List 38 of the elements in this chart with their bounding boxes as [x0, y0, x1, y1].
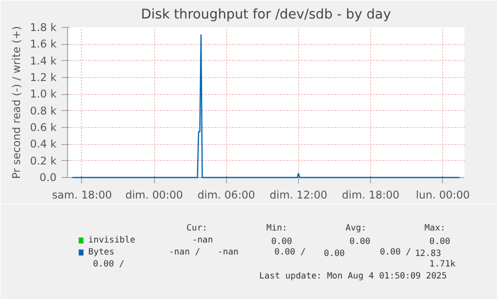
y-tick-label: 1.4 k [30, 54, 58, 68]
text: -nan [192, 236, 213, 246]
x-tick-label: dim. 18:00 [342, 188, 400, 202]
y-tick-label: 0.0 [40, 171, 57, 184]
x-tick-label: lun. 00:00 [416, 188, 470, 202]
chart-title: Disk throughput for /dev/sdb - by day [141, 8, 392, 22]
y-tick-label: 0.4 k [30, 138, 58, 151]
y-tick-label: 0.6 k [30, 121, 58, 134]
text: Avg: [345, 224, 366, 234]
y-tick-label: 1.2 k [30, 71, 58, 84]
line-series [72, 34, 460, 178]
text: 12.83 [414, 249, 442, 259]
text: -nan / [168, 248, 200, 258]
legend-label: invisible [88, 236, 136, 246]
x-tick-label: dim. 00:00 [125, 188, 184, 202]
text: Cur: [186, 224, 208, 234]
text: 0.00 [429, 237, 450, 247]
text: -nan [218, 248, 239, 258]
x-tick-label: dim. 12:00 [270, 188, 328, 202]
y-axis-title: Pr second read (-) / write (+) [10, 26, 23, 179]
y-tick-label: 1.0 k [30, 88, 58, 101]
x-tick-label: dim. 06:00 [198, 188, 256, 202]
text: 0.00 [271, 237, 292, 247]
y-tick-label: 0.8 k [30, 104, 58, 118]
y-tick-label: 0.2 k [30, 154, 58, 168]
text: 0.00 [349, 237, 370, 247]
text: 0.00 / [93, 260, 124, 270]
text: Max: [424, 224, 446, 234]
y-tick-label: 1.6 k [30, 38, 58, 51]
x-tick-label: sam. 18:00 [52, 188, 112, 202]
text: 0.00 / [380, 248, 412, 258]
text: Last update: Mon Aug 4 01:50:09 2025 [259, 272, 447, 282]
text: 0.00 / [274, 248, 306, 258]
y-tick-label: 1.8 k [30, 21, 58, 34]
legend-label: Bytes [88, 248, 114, 258]
text: 1.71k [429, 260, 456, 270]
text: Min: [266, 224, 288, 234]
text: 0.00 [324, 249, 345, 259]
